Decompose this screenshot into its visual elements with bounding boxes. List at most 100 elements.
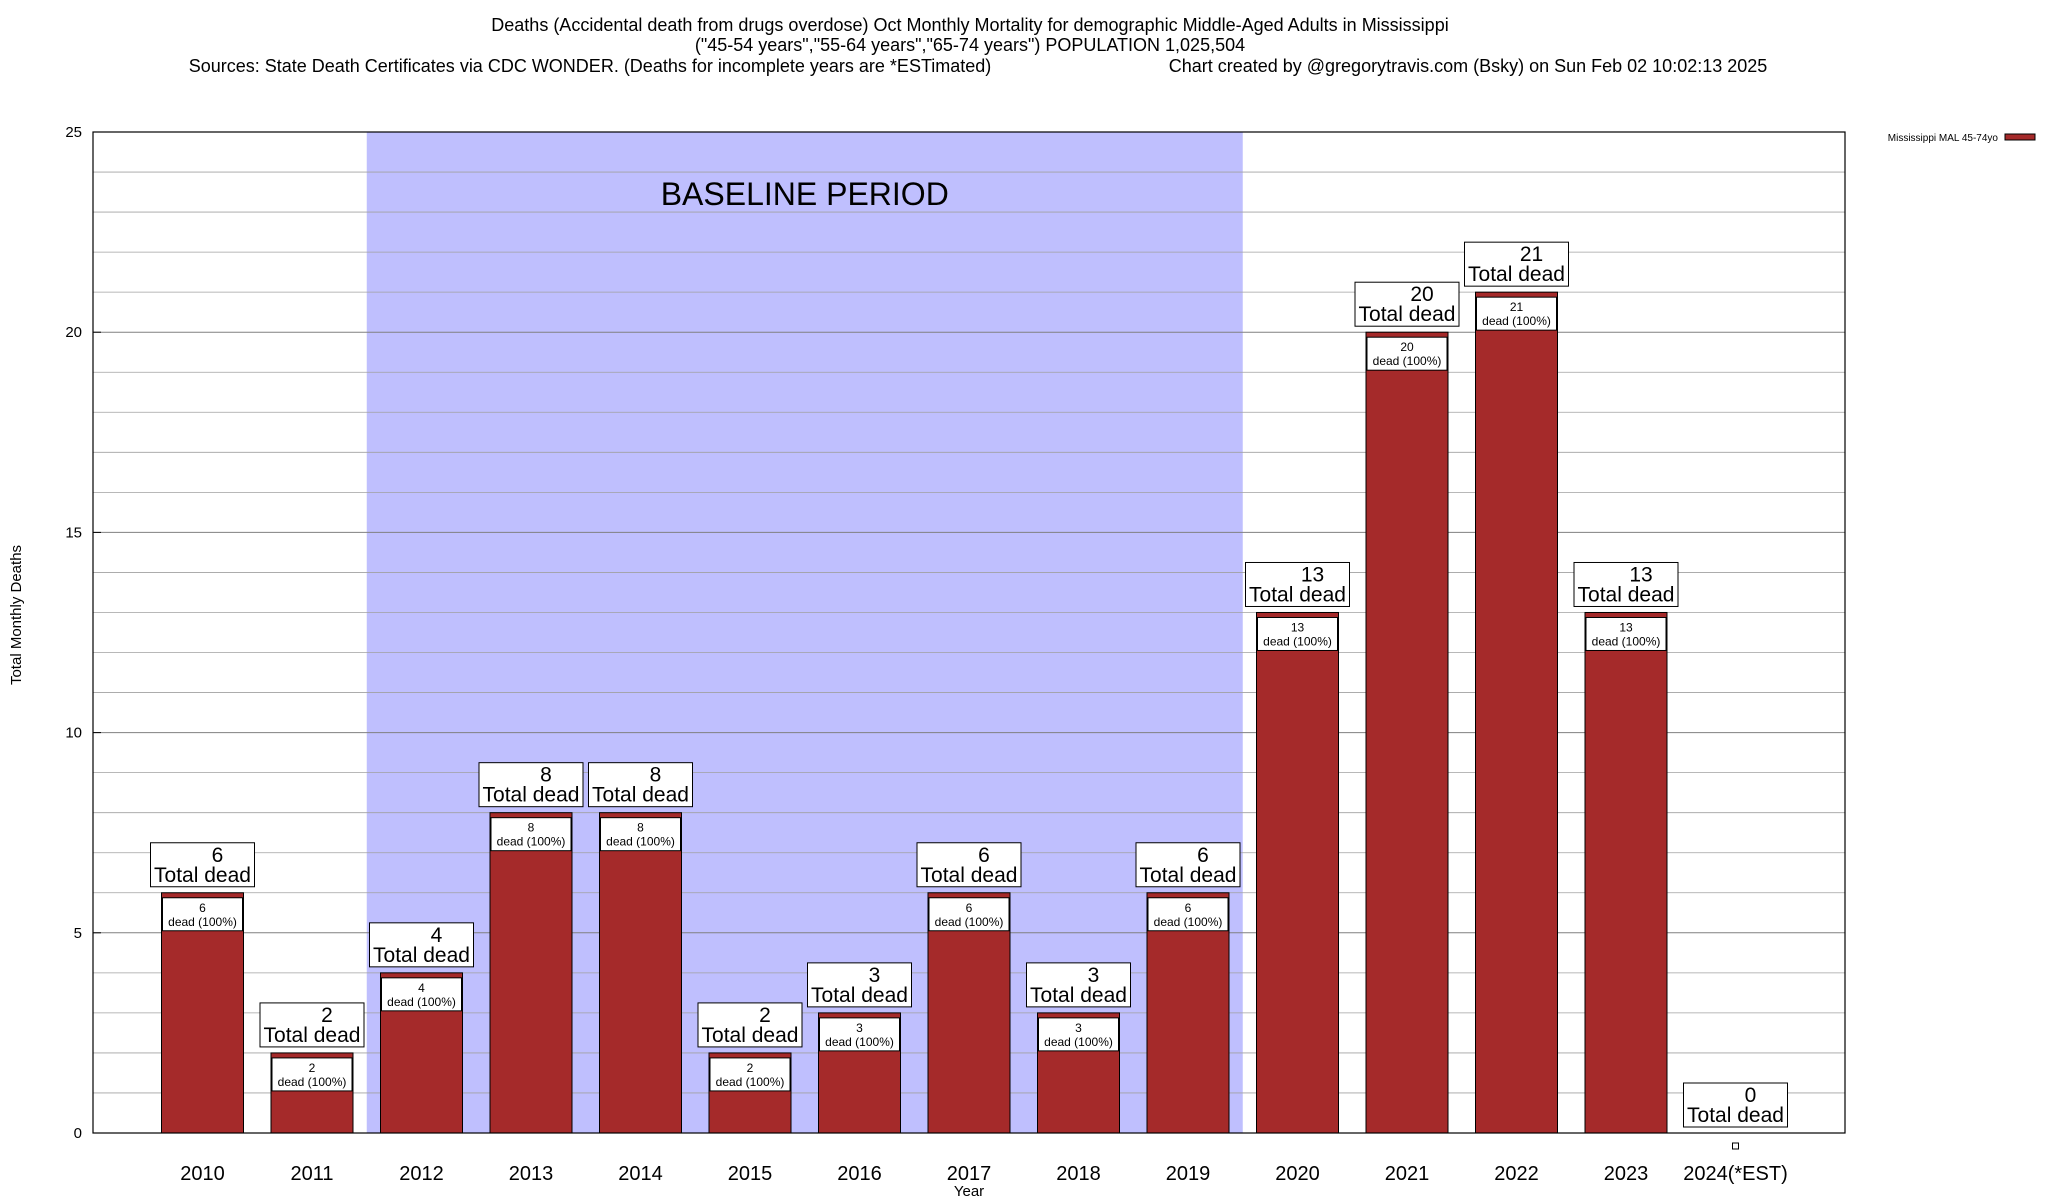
bar-inner-label: dead (100%) [278, 1075, 347, 1089]
bar-total-label-box [1683, 1082, 1788, 1128]
x-tick-label: 2022 [1494, 1163, 1539, 1185]
x-tick-label: 2016 [837, 1163, 882, 1185]
bar-inner-label-box [709, 1057, 791, 1092]
bar-total-label-box [1135, 842, 1241, 888]
bar-total-value: 20 [1410, 283, 1433, 306]
bar-inner-value: 4 [418, 981, 425, 995]
bar-inner-label: dead (100%) [387, 995, 456, 1009]
bar-inner-label: dead (100%) [1592, 634, 1661, 648]
bar-total-label: Total dead [1468, 263, 1565, 286]
bar-inner-value: 3 [1075, 1021, 1082, 1035]
chart-subtitle: ("45-54 years","55-64 years","65-74 year… [695, 35, 1245, 55]
bar [1584, 611, 1668, 1134]
bar-total-label-box [150, 842, 255, 888]
bar-total-label-box [1354, 281, 1460, 327]
x-tick-label: 2012 [399, 1163, 444, 1185]
bar-total-label-box [1245, 561, 1350, 607]
bar-inner-label-box [1585, 616, 1667, 651]
bar-total-value: 21 [1520, 243, 1543, 266]
y-tick-label: 0 [74, 1125, 82, 1142]
bar-inner-value: 3 [856, 1021, 863, 1035]
bar-total-value: 6 [978, 844, 990, 867]
chart-credit: Chart created by @gregorytravis.com (Bsk… [1169, 56, 1768, 76]
y-tick-label: 20 [65, 324, 82, 341]
bar-total-label: Total dead [1687, 1104, 1784, 1127]
bar-total-label-box [1026, 962, 1131, 1008]
bar-total-label: Total dead [1030, 984, 1127, 1007]
zero-marker [1732, 1142, 1739, 1150]
bar-total-label-box [916, 842, 1022, 888]
bar-inner-value: 13 [1619, 620, 1633, 634]
baseline-label: BASELINE PERIOD [661, 176, 949, 212]
bar-total-value: 0 [1745, 1084, 1757, 1107]
bar-total-label-box [369, 922, 474, 968]
x-tick-label: 2019 [1166, 1163, 1211, 1185]
bar-inner-label: dead (100%) [497, 835, 566, 849]
x-tick-label: 2013 [509, 1163, 554, 1185]
bar-total-label: Total dead [592, 784, 689, 807]
bar-inner-label-box [381, 977, 462, 1012]
bar-total-label: Total dead [921, 864, 1018, 887]
bar-inner-label: dead (100%) [168, 915, 237, 929]
y-tick-label: 25 [65, 124, 82, 141]
bar-total-label: Total dead [264, 1024, 361, 1047]
bar-inner-label-box [1257, 616, 1338, 651]
bar-total-value: 13 [1629, 563, 1652, 586]
x-tick-label: 2018 [1056, 1163, 1101, 1185]
x-tick-label: 2021 [1385, 1163, 1430, 1185]
x-tick-label: 2011 [290, 1163, 333, 1185]
legend: Mississippi MAL 45-74yo [1888, 133, 2036, 144]
bar-inner-value: 21 [1510, 300, 1524, 314]
bar-inner-value: 2 [747, 1061, 754, 1075]
y-tick-label: 10 [65, 725, 82, 742]
bar-inner-label: dead (100%) [606, 835, 675, 849]
bar [489, 812, 573, 1134]
bar-inner-value: 13 [1291, 620, 1305, 634]
bar-inner-value: 6 [199, 901, 206, 915]
bar [1256, 611, 1339, 1134]
bar-total-label-box [478, 762, 584, 808]
bar-total-label: Total dead [1249, 583, 1346, 606]
bar-inner-label-box [1147, 897, 1229, 932]
bar [161, 892, 244, 1134]
bar-inner-label-box [928, 897, 1010, 932]
bar-total-value: 2 [321, 1004, 333, 1027]
bar-inner-label: dead (100%) [1263, 634, 1332, 648]
bar-total-value: 2 [759, 1004, 771, 1027]
bar-total-label-box [807, 962, 912, 1008]
chart-title: Deaths (Accidental death from drugs over… [491, 15, 1448, 35]
x-tick-label: 2023 [1604, 1163, 1649, 1185]
bar-total-label-box [1464, 241, 1569, 287]
bar-total-value: 4 [431, 924, 443, 947]
bar-inner-label: dead (100%) [935, 915, 1004, 929]
plot-frame [92, 131, 1846, 1134]
bar-inner-label-box [600, 817, 681, 852]
bar-inner-label-box [271, 1057, 353, 1092]
bar-inner-value: 20 [1400, 340, 1414, 354]
bar-total-label: Total dead [154, 864, 251, 887]
bar [1365, 331, 1449, 1134]
bar-inner-label: dead (100%) [716, 1075, 785, 1089]
bar-total-label: Total dead [1578, 583, 1675, 606]
x-tick-label: 2020 [1275, 1163, 1320, 1185]
bar-total-value: 6 [212, 844, 224, 867]
x-tick-label: 2014 [618, 1163, 663, 1185]
bar-total-value: 6 [1197, 844, 1209, 867]
bar-total-label: Total dead [1359, 303, 1456, 326]
x-tick-label: 2017 [947, 1163, 992, 1185]
bar-inner-label-box [1038, 1017, 1119, 1052]
bar-inner-label-box [819, 1017, 900, 1052]
bar-inner-label-box [162, 897, 243, 932]
legend-label: Mississippi MAL 45-74yo [1888, 133, 1999, 144]
bar-inner-label: dead (100%) [825, 1035, 894, 1049]
bar [599, 812, 682, 1134]
x-tick-label: 2024(*EST) [1683, 1163, 1788, 1185]
bar-inner-label: dead (100%) [1373, 354, 1442, 368]
bar-inner-label: dead (100%) [1154, 915, 1223, 929]
bar-inner-value: 8 [528, 821, 535, 835]
x-tick-label: 2010 [180, 1163, 225, 1185]
bar-total-label: Total dead [373, 944, 470, 967]
